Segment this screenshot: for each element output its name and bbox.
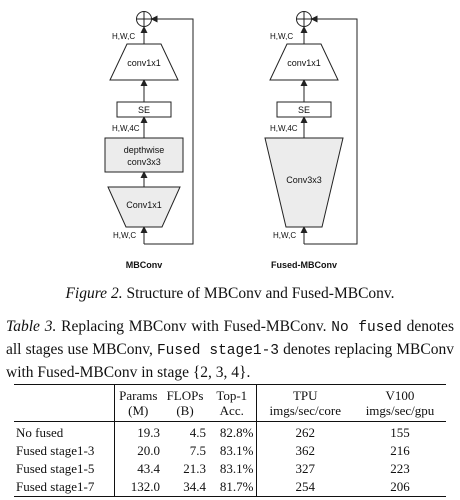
- table-caption-label: Table 3.: [6, 318, 57, 335]
- table-caption-mono1: No fused: [331, 320, 402, 336]
- row-params: 20.0: [137, 443, 160, 458]
- row-acc: 81.7%: [208, 478, 257, 497]
- row-params: 19.3: [137, 425, 160, 440]
- header-top1-unit: Acc.: [208, 403, 257, 422]
- table-caption-mono2: Fused stage1-3: [156, 343, 279, 359]
- header-flops: FLOPs: [166, 388, 204, 403]
- row-tpu: 262: [295, 425, 316, 440]
- row-name: No fused: [14, 421, 115, 442]
- row-flops: 4.5: [189, 425, 206, 440]
- row-flops: 7.5: [189, 443, 206, 458]
- mbconv-title: MBConv: [126, 260, 163, 270]
- fused-conv1x1-top-label: conv1x1: [287, 58, 321, 68]
- mbconv-add-node: [136, 11, 152, 27]
- row-name: Fused stage1-7: [14, 478, 115, 497]
- figure-caption: Figure 2. Structure of MBConv and Fused-…: [0, 285, 460, 303]
- header-params: Params: [119, 388, 158, 403]
- mbconv-depthwise-block: [104, 137, 184, 173]
- mbconv-se-block: [116, 101, 172, 118]
- mbconv-mid-dim-label: H,W,4C: [112, 124, 140, 133]
- fused-bottom-dim-label: H,W,C: [273, 231, 296, 240]
- row-flops: 21.3: [183, 461, 206, 476]
- mbconv-conv1x1-bottom: [107, 186, 181, 228]
- row-name: Fused stage1-5: [14, 460, 115, 478]
- row-name: Fused stage1-3: [14, 442, 115, 460]
- row-acc: 83.1%: [208, 442, 257, 460]
- row-flops: 34.4: [162, 478, 208, 497]
- row-params: 43.4: [137, 461, 160, 476]
- table-caption-part2: denotes all stages use MBConv,: [6, 318, 454, 358]
- table-row: No fused 19.3 4.5 82.8% 262 155: [14, 421, 446, 442]
- row-tpu: 362: [295, 443, 316, 458]
- fused-add-node: [296, 11, 312, 27]
- header-flops-unit: (B): [162, 403, 208, 422]
- fused-top-dim-label: H,W,C: [270, 32, 293, 41]
- row-tpu: 254: [256, 478, 354, 497]
- mbconv-block: [104, 11, 194, 245]
- mbconv-conv1x1-top: [109, 43, 179, 81]
- header-params-unit: (M): [114, 403, 162, 422]
- table-row: Fused stage1-5 43.4 21.3 83.1% 327 223: [14, 460, 446, 478]
- table-row: Fused stage1-7 132.0 34.4 81.7% 254 206: [14, 478, 446, 497]
- figure-caption-text: Structure of MBConv and Fused-MBConv.: [126, 285, 395, 302]
- fused-conv3x3-label: Conv3x3: [286, 175, 322, 185]
- header-tpu: TPU: [292, 388, 318, 403]
- header-top1: Top-1: [208, 385, 257, 403]
- fused-residual-connection: [304, 15, 358, 245]
- table-row: Fused stage1-3 20.0 7.5 83.1% 362 216: [14, 442, 446, 460]
- fused-se-block: [276, 101, 332, 118]
- architecture-diagram: H,W,C conv1x1 SE H,W,4C depthwise conv3x…: [104, 11, 358, 270]
- fused-title: Fused-MBConv: [271, 260, 337, 270]
- table-caption: Table 3. Replacing MBConv with Fused-MBC…: [6, 316, 454, 383]
- mbconv-depthwise-label-line2: conv3x3: [127, 157, 161, 167]
- row-acc: 82.8%: [208, 421, 257, 442]
- fused-mbconv-block: [264, 11, 358, 245]
- table-caption-part3: denotes replacing MBConv with Fused-MBCo…: [6, 341, 454, 381]
- figure-caption-label: Figure 2.: [65, 285, 123, 302]
- row-v100: 223: [390, 461, 410, 476]
- row-acc: 83.1%: [208, 460, 257, 478]
- header-tpu-unit: imgs/sec/core: [256, 403, 354, 422]
- fused-conv1x1-top: [269, 43, 339, 81]
- fused-mid-dim-label: H,W,4C: [270, 124, 298, 133]
- mbconv-conv1x1-bottom-label: Conv1x1: [126, 200, 162, 210]
- header-v100-unit: imgs/sec/gpu: [354, 403, 446, 422]
- mbconv-depthwise-label-line1: depthwise: [124, 145, 165, 155]
- row-params: 132.0: [114, 478, 162, 497]
- mbconv-conv1x1-top-label: conv1x1: [127, 58, 161, 68]
- fused-se-label: SE: [298, 105, 310, 115]
- mbconv-bottom-dim-label: H,W,C: [113, 231, 136, 240]
- header-v100: V100: [385, 388, 415, 403]
- mbconv-se-label: SE: [138, 105, 150, 115]
- row-v100: 206: [354, 478, 446, 497]
- fused-conv3x3-block: [264, 137, 344, 228]
- table-caption-part1: Replacing MBConv with Fused-MBConv.: [61, 318, 327, 335]
- mbconv-residual-connection: [144, 15, 194, 245]
- row-v100: 155: [390, 425, 410, 440]
- row-v100: 216: [390, 443, 410, 458]
- row-tpu: 327: [295, 461, 316, 476]
- results-table: Params FLOPs Top-1 TPU V100 (M) (B) Acc.…: [14, 384, 446, 497]
- mbconv-top-dim-label: H,W,C: [112, 32, 135, 41]
